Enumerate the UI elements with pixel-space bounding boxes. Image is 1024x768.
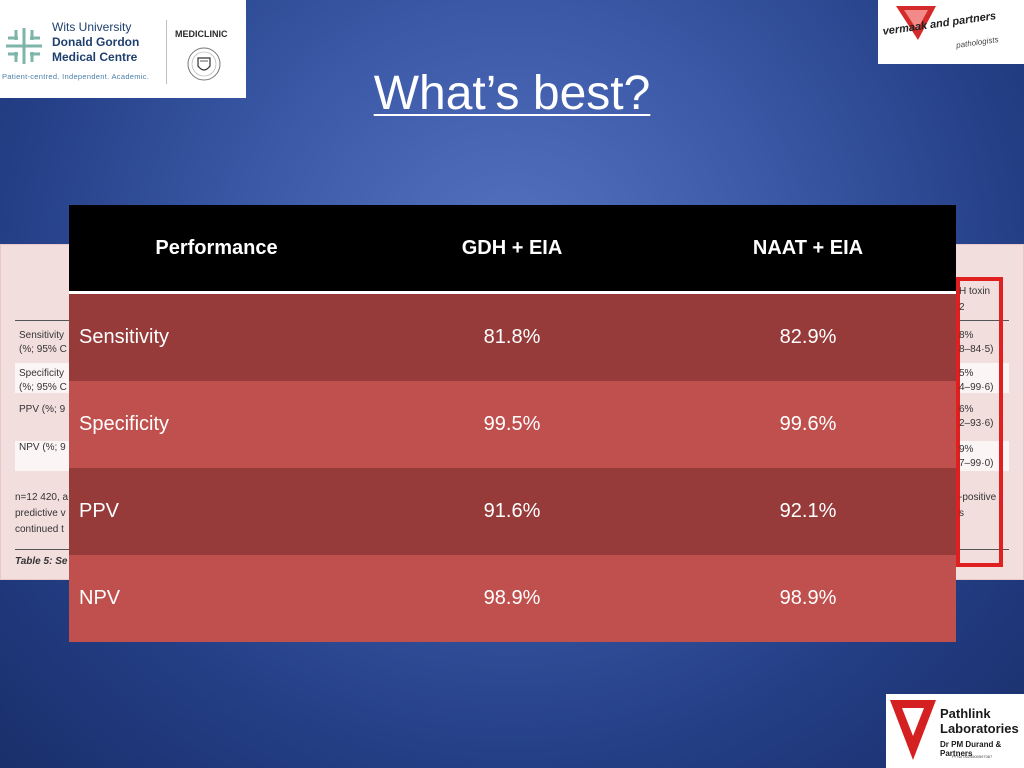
paper-right-cell: 5% xyxy=(959,368,974,379)
metric-cell: PPV xyxy=(69,468,364,555)
slide-title-text: What’s best? xyxy=(373,67,651,120)
wits-cross-icon xyxy=(6,28,42,64)
metric-cell: Specificity xyxy=(69,381,364,468)
table-row: PPV 91.6% 92.1% xyxy=(69,468,956,555)
header-naat-eia: NAAT + EIA xyxy=(660,205,956,294)
pathlink-line2: Laboratories xyxy=(940,721,1019,736)
university-seal-icon xyxy=(187,47,221,81)
wits-line3: Medical Centre xyxy=(52,50,138,64)
paper-right-header: 2 xyxy=(959,302,965,313)
pathlink-v-icon xyxy=(890,700,936,760)
paper-left-row: Specificity xyxy=(19,368,65,379)
paper-right-footnote: s xyxy=(959,508,964,519)
wits-name: Wits University Donald Gordon Medical Ce… xyxy=(52,20,139,65)
slide-title: What’s best? xyxy=(0,62,1024,126)
paper-footnote: predictive v xyxy=(15,508,66,519)
pathlink-line1: Pathlink xyxy=(940,706,991,721)
gdh-value-cell: 98.9% xyxy=(364,555,660,642)
naat-value-cell: 82.9% xyxy=(660,292,956,381)
wits-line1: Wits University xyxy=(52,20,132,34)
pathlink-name: Pathlink Laboratories xyxy=(940,706,1019,736)
gdh-value-cell: 99.5% xyxy=(364,381,660,468)
paper-right-cell: 6% xyxy=(959,404,974,415)
pathlink-partners: Dr PM Durand & Partners xyxy=(940,740,1002,758)
table-row: Sensitivity 81.8% 82.9% xyxy=(69,292,956,381)
pathlink-reg: Pr No 0525500597067 xyxy=(952,754,993,759)
paper-left-row: NPV (%; 9 xyxy=(19,442,66,453)
paper-caption: Table 5: Se xyxy=(15,556,68,567)
performance-table: Performance GDH + EIA NAAT + EIA Sensiti… xyxy=(69,205,956,642)
paper-left-row: Sensitivity xyxy=(19,330,65,341)
paper-right-cell: 8% xyxy=(959,330,974,341)
gdh-value-cell: 81.8% xyxy=(364,292,660,381)
paper-right-cell: 4–99·6) xyxy=(959,382,994,393)
metric-cell: Sensitivity xyxy=(69,292,364,381)
paper-right-header: H toxin xyxy=(959,286,991,297)
paper-footnote: n=12 420, a xyxy=(15,492,69,503)
wits-mediclinic-logo: Wits University Donald Gordon Medical Ce… xyxy=(0,0,246,98)
naat-value-cell: 92.1% xyxy=(660,468,956,555)
table-row: NPV 98.9% 98.9% xyxy=(69,555,956,642)
naat-value-cell: 99.6% xyxy=(660,381,956,468)
logo-divider xyxy=(166,20,167,84)
vermaak-partners-logo: vermaak and partners pathologists xyxy=(878,0,1024,64)
naat-value-cell: 98.9% xyxy=(660,555,956,642)
pathlink-logo: Pathlink Laboratories Dr PM Durand & Par… xyxy=(886,694,1024,768)
paper-left-row: (%; 95% C xyxy=(19,344,67,355)
highlight-red-box xyxy=(956,277,1003,567)
vermaak-triangle-icon xyxy=(896,6,936,40)
table-row: Specificity 99.5% 99.6% xyxy=(69,381,956,468)
header-performance: Performance xyxy=(69,205,364,294)
metric-cell: NPV xyxy=(69,555,364,642)
paper-left-row: PPV (%; 9 xyxy=(19,404,66,415)
table-header-row: Performance GDH + EIA NAAT + EIA xyxy=(69,205,956,294)
paper-right-cell: 7–99·0) xyxy=(959,458,994,469)
paper-footnote: continued t xyxy=(15,524,64,535)
paper-right-cell: 2–93·6) xyxy=(959,418,994,429)
gdh-value-cell: 91.6% xyxy=(364,468,660,555)
paper-right-footnote: -positive xyxy=(959,492,997,503)
wits-line2: Donald Gordon xyxy=(52,35,140,49)
mediclinic-label: MEDICLINIC xyxy=(175,29,228,39)
wits-tagline: Patient-centred. Independent. Academic. xyxy=(2,72,150,81)
paper-right-cell: 8–84·5) xyxy=(959,344,994,355)
paper-right-cell: 9% xyxy=(959,444,974,455)
header-gdh-eia: GDH + EIA xyxy=(364,205,660,294)
paper-left-row: (%; 95% C xyxy=(19,382,67,393)
